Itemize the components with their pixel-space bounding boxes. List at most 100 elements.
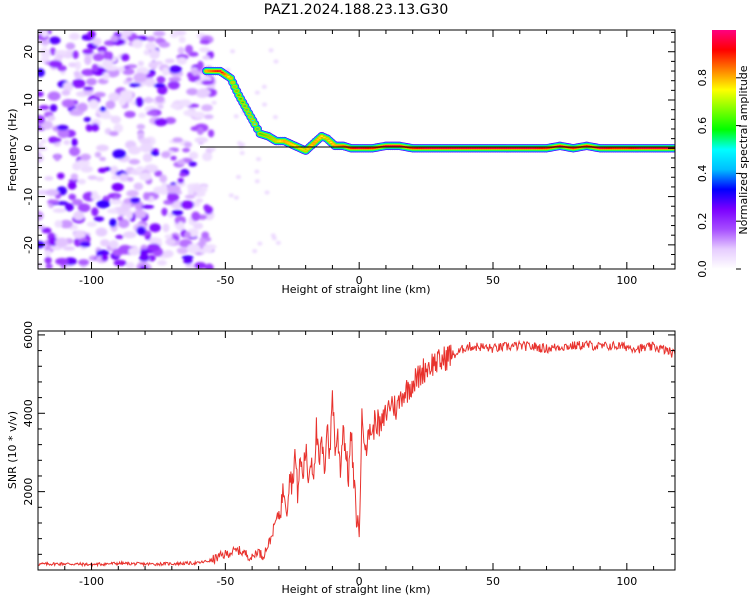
noise-blob bbox=[111, 175, 121, 180]
noise-blob bbox=[125, 261, 135, 269]
noise-blob bbox=[59, 219, 73, 229]
ridge-blob bbox=[527, 147, 531, 150]
ridge-blob bbox=[449, 147, 453, 150]
noise-blob bbox=[118, 66, 126, 73]
noise-blob bbox=[136, 123, 146, 130]
ridge-blob bbox=[618, 147, 622, 150]
ridge-blob bbox=[207, 70, 211, 72]
ridge-blob bbox=[327, 139, 331, 142]
ridge-blob bbox=[640, 147, 644, 150]
noise-blob bbox=[175, 181, 186, 187]
noise-blob bbox=[149, 49, 160, 60]
noise-blob bbox=[57, 128, 70, 139]
y-tick-label: 4000 bbox=[22, 399, 35, 427]
noise-blob bbox=[178, 36, 186, 43]
x-tick-label: -50 bbox=[216, 274, 234, 287]
ridge-blob bbox=[478, 147, 482, 150]
noise-blob bbox=[52, 208, 66, 213]
ridge-blob bbox=[489, 147, 493, 150]
noise-blob bbox=[188, 161, 197, 167]
noise-blob bbox=[74, 60, 81, 71]
ridge-blob bbox=[605, 147, 609, 150]
noise-blob bbox=[194, 136, 209, 144]
noise-blob bbox=[202, 55, 211, 60]
ridge-blob bbox=[395, 145, 399, 147]
ridge-blob bbox=[322, 136, 326, 139]
noise-blob bbox=[177, 46, 185, 55]
noise-blob bbox=[128, 247, 140, 256]
noise-blob bbox=[56, 201, 69, 206]
noise-blob bbox=[70, 173, 79, 181]
ridge-blob bbox=[614, 147, 618, 150]
x-tick-label: 50 bbox=[486, 575, 500, 588]
ridge-blob bbox=[625, 147, 629, 150]
ridge-blob bbox=[662, 147, 666, 150]
ridge-blob bbox=[386, 145, 390, 147]
noise-blob bbox=[47, 199, 60, 204]
ridge-blob bbox=[480, 147, 484, 150]
ridge-blob bbox=[647, 147, 651, 150]
noise-blob bbox=[68, 193, 77, 201]
ridge-blob bbox=[475, 147, 479, 150]
noise-blob bbox=[38, 105, 50, 110]
ridge-blob bbox=[364, 147, 368, 150]
ridge-blob bbox=[502, 147, 506, 150]
noise-blob bbox=[44, 256, 52, 264]
noise-blob bbox=[112, 149, 127, 159]
x-tick-label: 100 bbox=[616, 274, 637, 287]
ridge-blob bbox=[291, 144, 295, 146]
ridge-blob bbox=[247, 112, 251, 115]
ridge-blob bbox=[649, 147, 653, 150]
ridge-blob bbox=[458, 147, 462, 150]
noise-blob bbox=[96, 144, 109, 152]
ridge-blob bbox=[222, 73, 226, 75]
ridge-blob bbox=[455, 147, 459, 150]
y-tick-label: 2000 bbox=[22, 478, 35, 506]
snr-x-axis: -100 -50 0 50 100 bbox=[37, 331, 655, 588]
noise-blob bbox=[275, 240, 281, 245]
noise-blob bbox=[61, 98, 75, 108]
noise-blob bbox=[126, 209, 133, 220]
noise-blob bbox=[137, 35, 148, 41]
noise-blob bbox=[185, 44, 194, 54]
noise-blob bbox=[155, 95, 165, 103]
ridge-blob bbox=[466, 147, 470, 150]
noise-blob bbox=[271, 236, 277, 241]
ridge-blob bbox=[533, 147, 537, 150]
noise-blob bbox=[67, 181, 77, 190]
noise-blob bbox=[108, 208, 118, 214]
noise-blob bbox=[177, 159, 186, 165]
ridge-blob bbox=[652, 147, 656, 150]
noise-blob bbox=[73, 71, 81, 77]
noise-blob bbox=[191, 69, 201, 75]
noise-blob bbox=[64, 203, 74, 212]
ridge-blob bbox=[415, 147, 419, 150]
noise-blob bbox=[188, 151, 199, 160]
noise-blob bbox=[207, 129, 215, 138]
ridge-blob bbox=[513, 147, 517, 150]
ridge-blob bbox=[511, 147, 515, 150]
x-tick-label: -100 bbox=[79, 575, 104, 588]
noise-blob bbox=[143, 49, 150, 56]
ridge-blob bbox=[417, 147, 421, 150]
noise-blob bbox=[198, 47, 210, 53]
noise-blob bbox=[44, 176, 54, 181]
noise-blob bbox=[126, 190, 139, 197]
noise-blob bbox=[88, 99, 99, 110]
ridge-blob bbox=[531, 147, 535, 150]
x-tick-label: 50 bbox=[486, 274, 500, 287]
ridge-blob bbox=[357, 147, 361, 150]
noise-blob bbox=[202, 244, 214, 253]
noise-blob bbox=[170, 155, 177, 161]
noise-blob bbox=[100, 113, 113, 120]
ridge-blob bbox=[411, 147, 415, 150]
noise-blob bbox=[100, 239, 110, 247]
ridge-blob bbox=[518, 147, 522, 150]
spectrogram-x-axis: -100 -50 0 50 100 bbox=[37, 30, 655, 287]
ridge-blob bbox=[272, 139, 276, 141]
ridge-blob bbox=[538, 147, 542, 150]
ridge-blob bbox=[654, 147, 658, 150]
noise-blob bbox=[144, 77, 156, 88]
ridge-blob bbox=[299, 147, 303, 150]
